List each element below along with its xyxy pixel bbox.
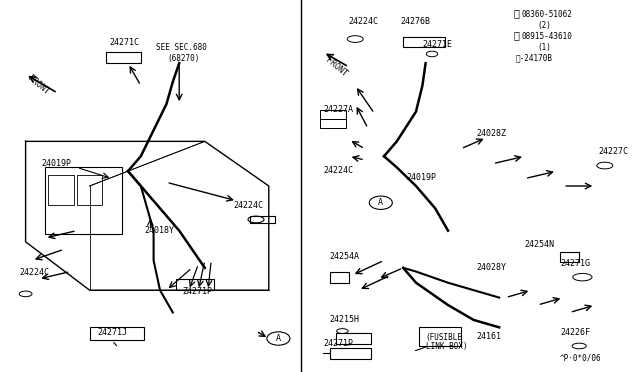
Text: 24018Y: 24018Y bbox=[144, 225, 174, 234]
Text: 24019P: 24019P bbox=[42, 158, 72, 167]
Text: 24224C: 24224C bbox=[234, 201, 264, 210]
Text: Z4271P: Z4271P bbox=[182, 287, 212, 296]
Text: (68270): (68270) bbox=[168, 54, 200, 63]
Text: 24271J: 24271J bbox=[97, 328, 127, 337]
Bar bbox=[48, 175, 74, 205]
Bar bbox=[176, 279, 214, 290]
Bar bbox=[330, 272, 349, 283]
Bar bbox=[90, 327, 144, 340]
Bar bbox=[45, 167, 122, 234]
Text: 24028Z: 24028Z bbox=[477, 129, 507, 138]
Text: 08915-43610: 08915-43610 bbox=[522, 32, 572, 41]
Text: 24227C: 24227C bbox=[598, 147, 628, 156]
Text: 24224C: 24224C bbox=[323, 166, 353, 175]
Text: 24028Y: 24028Y bbox=[477, 263, 507, 272]
Text: 24254N: 24254N bbox=[525, 240, 555, 249]
Text: Ⓦ: Ⓦ bbox=[513, 30, 519, 40]
Text: 24254A: 24254A bbox=[330, 251, 360, 260]
Bar bbox=[320, 119, 346, 128]
Text: 24276B: 24276B bbox=[400, 17, 430, 26]
Text: LINK BOX): LINK BOX) bbox=[426, 342, 467, 351]
Text: (2): (2) bbox=[538, 21, 552, 30]
Text: 24019P: 24019P bbox=[406, 173, 436, 182]
Text: 24224C: 24224C bbox=[349, 17, 379, 26]
Bar bbox=[403, 37, 445, 46]
Text: (FUSIBLE: (FUSIBLE bbox=[426, 333, 463, 342]
Bar bbox=[330, 348, 371, 359]
Text: Ⓢ-24170B: Ⓢ-24170B bbox=[515, 53, 552, 62]
Text: 24224C: 24224C bbox=[19, 268, 49, 277]
Text: A: A bbox=[378, 198, 383, 207]
Bar bbox=[250, 216, 275, 223]
Text: FRONT: FRONT bbox=[324, 55, 348, 78]
Text: 24226F: 24226F bbox=[560, 328, 590, 337]
Text: 24227A: 24227A bbox=[323, 105, 353, 113]
Bar bbox=[106, 52, 141, 63]
Text: Ⓢ: Ⓢ bbox=[513, 8, 519, 18]
Text: SEE SEC.680: SEE SEC.680 bbox=[156, 43, 207, 52]
Text: (1): (1) bbox=[538, 43, 552, 52]
Text: A: A bbox=[276, 334, 281, 343]
Text: 08360-51062: 08360-51062 bbox=[522, 10, 572, 19]
Text: 24271P: 24271P bbox=[323, 339, 353, 348]
Bar bbox=[320, 110, 346, 119]
Bar bbox=[560, 252, 579, 262]
Text: FRONT: FRONT bbox=[26, 74, 51, 97]
Text: 24215H: 24215H bbox=[330, 315, 360, 324]
Text: 24271E: 24271E bbox=[422, 39, 452, 48]
Text: 24271C: 24271C bbox=[110, 38, 140, 46]
Text: 24161: 24161 bbox=[477, 331, 502, 340]
Text: ^P·0*0/06: ^P·0*0/06 bbox=[560, 354, 602, 363]
Bar bbox=[419, 327, 461, 346]
Bar bbox=[77, 175, 102, 205]
Bar bbox=[336, 333, 371, 344]
Text: 24271G: 24271G bbox=[560, 259, 590, 268]
